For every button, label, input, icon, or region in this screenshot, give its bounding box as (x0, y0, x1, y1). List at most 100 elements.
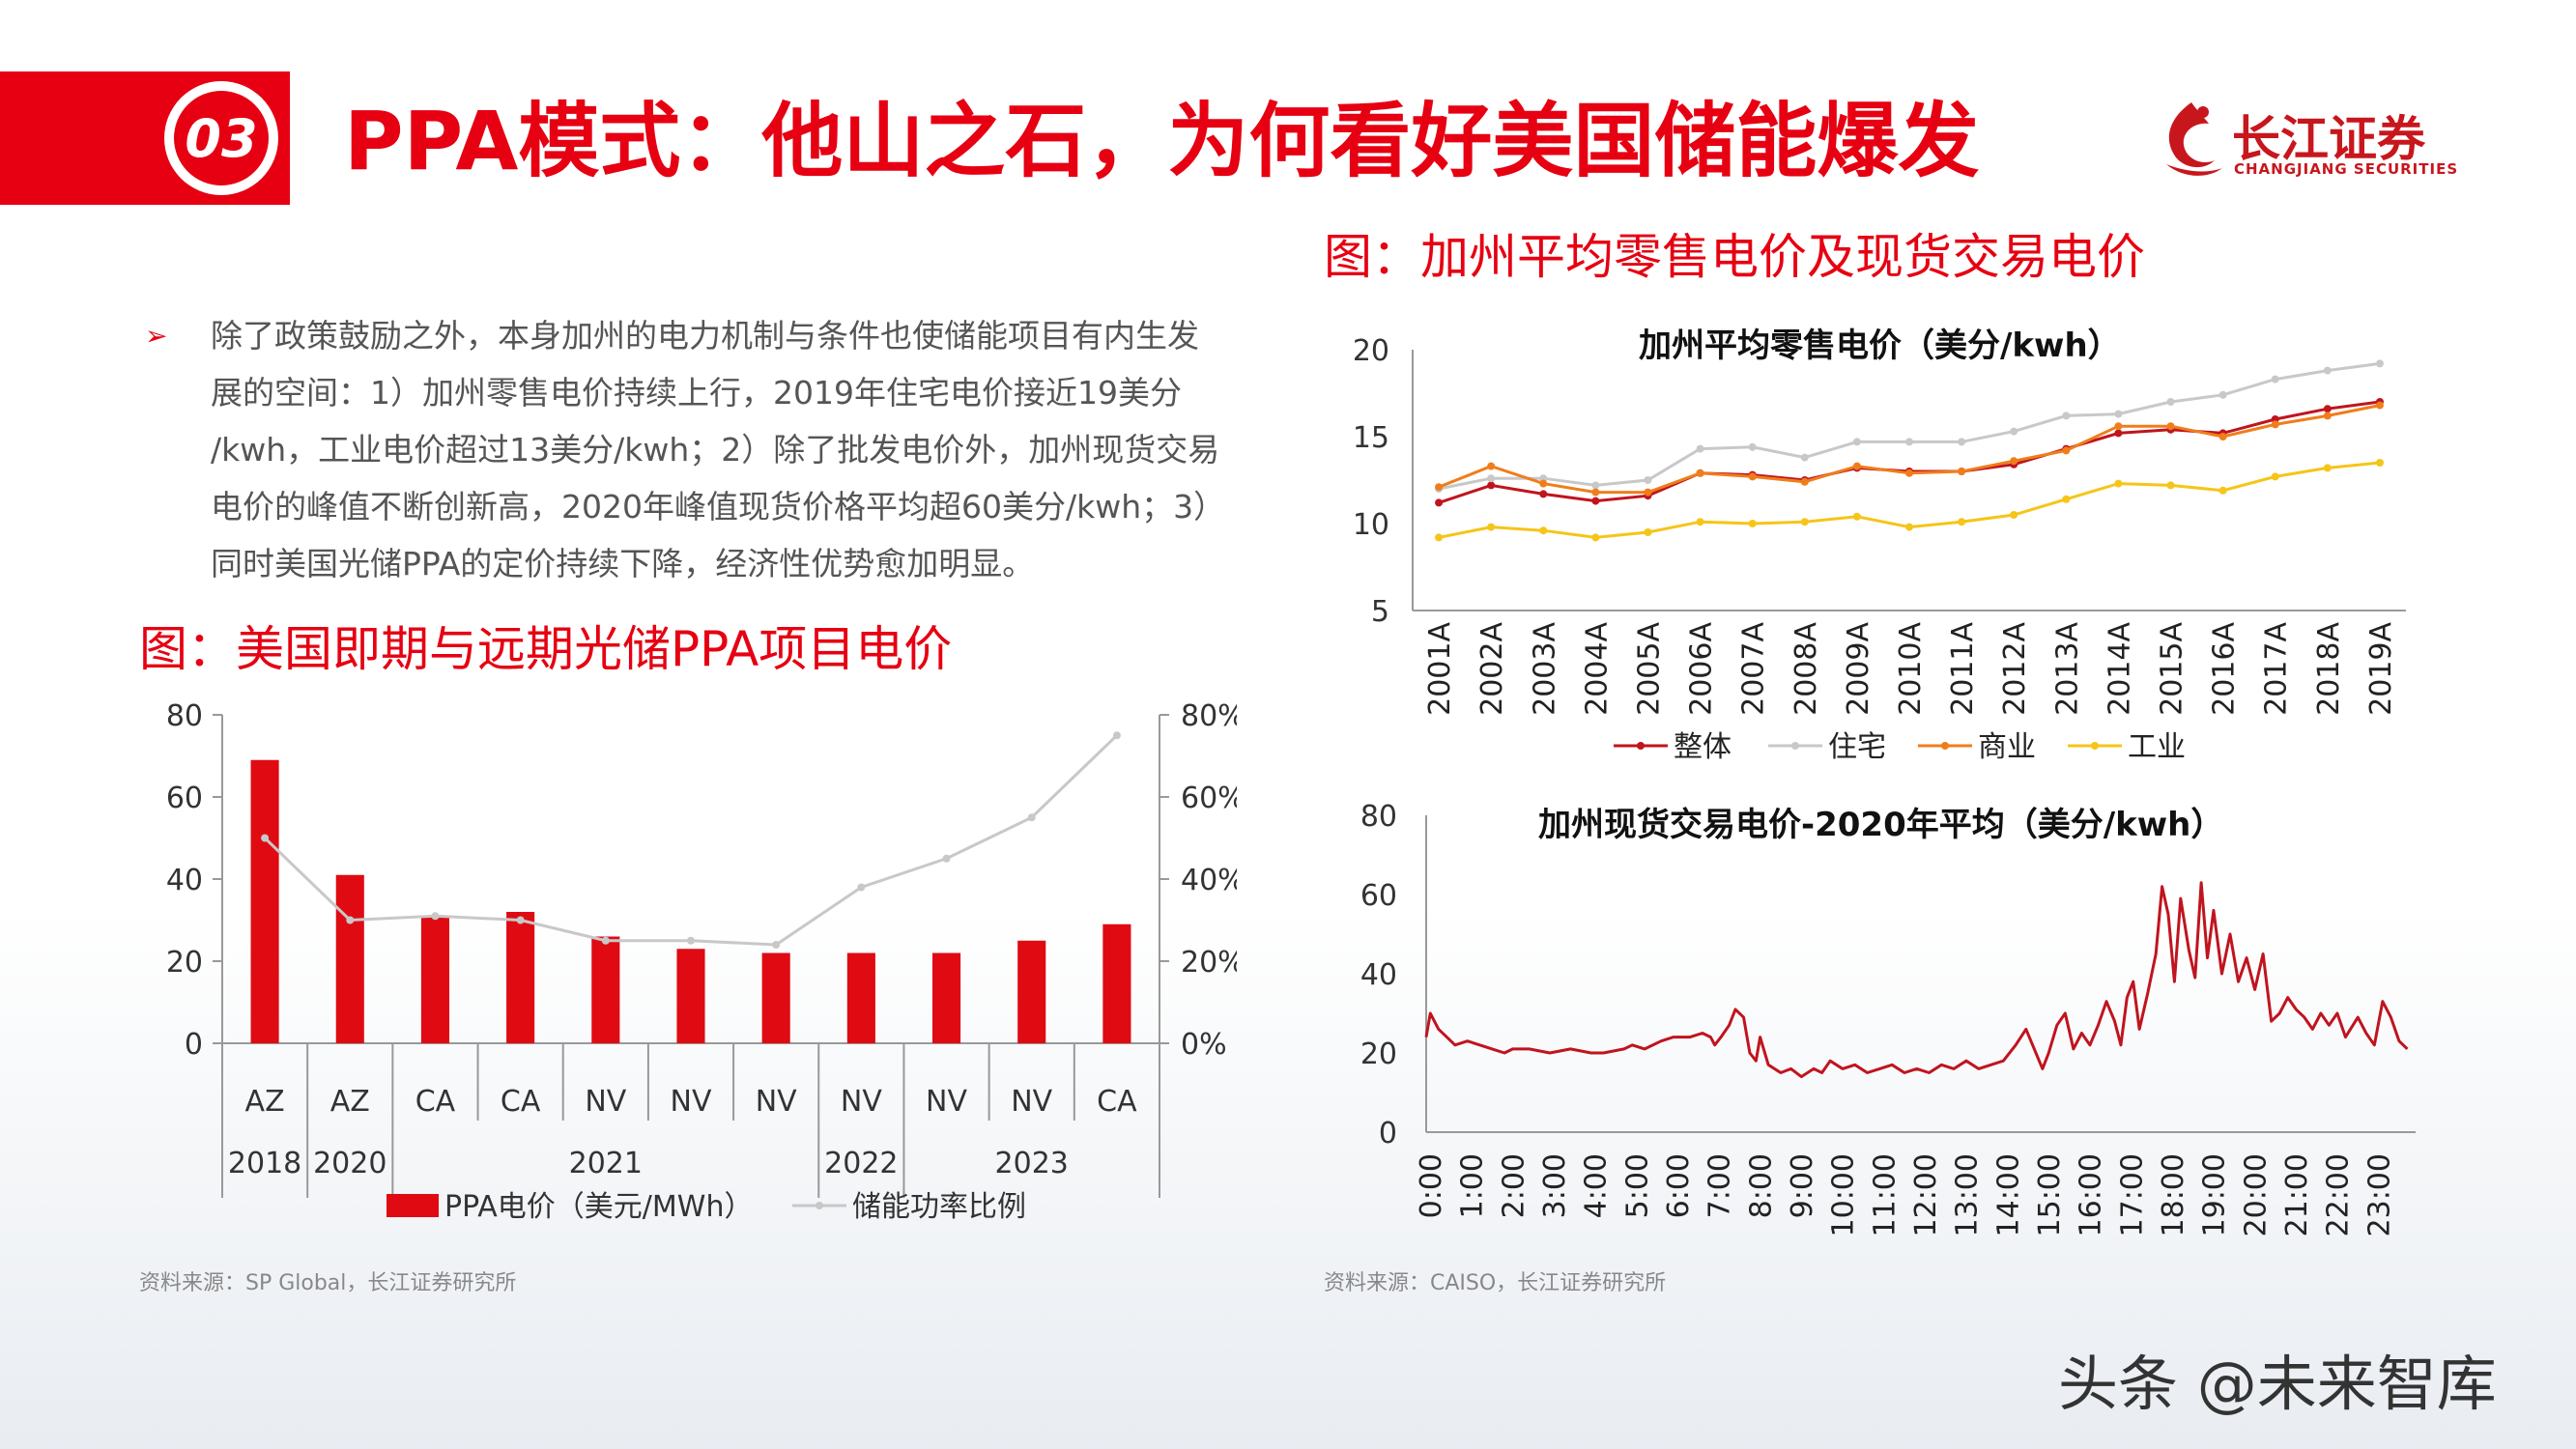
series-point (1852, 462, 1861, 470)
year-group-label: 2022 (824, 1147, 898, 1180)
series-point (2323, 366, 2332, 375)
x-tick-label: 2002A (1475, 622, 1509, 716)
series-point (1800, 453, 1809, 462)
series-point (1958, 518, 1966, 526)
x-tick-label: AZ (245, 1085, 285, 1119)
y2-tick-label: 60% (1181, 781, 1237, 815)
legend-marker (1637, 742, 1645, 750)
bullet-line: 电价的峰值不断创新高，2020年峰值现货价格平均超60美分/kwh；3） (211, 488, 1226, 526)
series-point (1435, 533, 1444, 542)
y-tick-label: 20 (166, 946, 203, 980)
x-tick-label: 2004A (1580, 622, 1614, 716)
series-point (2062, 446, 2071, 455)
x-tick-label: CA (1097, 1085, 1137, 1119)
x-tick-label: 9:00 (1786, 1153, 1819, 1218)
series-point (1696, 518, 1704, 526)
bar (335, 874, 364, 1043)
x-tick-label: 18:00 (2157, 1153, 2190, 1236)
x-tick-label: 22:00 (2322, 1153, 2356, 1236)
series-point (2166, 481, 2175, 490)
legend-line-label: 储能功率比例 (852, 1190, 1026, 1224)
legend-bar-swatch (386, 1194, 439, 1217)
series-point (2062, 412, 2071, 420)
x-tick-label: 10:00 (1827, 1153, 1861, 1236)
series-point (1539, 526, 1548, 535)
x-tick-label: 11:00 (1868, 1153, 1902, 1236)
x-tick-label: 12:00 (1909, 1153, 1943, 1236)
bar (420, 916, 450, 1043)
x-tick-label: 7:00 (1703, 1153, 1737, 1218)
spot-price-chart: 0 20 40 60 80 0:00 1:00 2:00 3:00 4:00 5:00 6:00 7:0… (1360, 800, 2416, 1236)
series-point (2166, 398, 2175, 406)
y-tick-label: 5 (1371, 595, 1389, 629)
series-point (2375, 401, 2384, 410)
company-logo: 长江证券 CHANGJIANG SECURITIES (2153, 97, 2481, 184)
series-point (2114, 429, 2123, 438)
x-tick-label: 1:00 (1456, 1153, 1490, 1218)
y-tick-label: 60 (166, 781, 203, 815)
y-tick-label: 10 (1353, 508, 1389, 542)
bar (1017, 940, 1046, 1043)
series-point (2218, 486, 2227, 495)
ratio-point (261, 834, 270, 842)
ratio-point (346, 916, 355, 924)
x-tick-label: 13:00 (1951, 1153, 1985, 1236)
series-point (1591, 488, 1600, 497)
x-tick-label: NV (756, 1085, 797, 1119)
legend-line-marker (816, 1202, 823, 1209)
ratio-point (942, 854, 951, 863)
series-point (2010, 457, 2018, 466)
ratio-point (687, 936, 695, 945)
x-tick-label: 2005A (1632, 622, 1666, 716)
x-tick-label: 4:00 (1580, 1153, 1614, 1218)
figure-left-caption: 图：美国即期与远期光储PPA项目电价 (139, 621, 953, 677)
series-point (1800, 477, 1809, 486)
x-tick-label: AZ (330, 1085, 370, 1119)
series-point (1435, 483, 1444, 492)
series-point (2323, 405, 2332, 413)
y-tick-label: 0 (185, 1028, 203, 1062)
x-tick-label: NV (585, 1085, 626, 1119)
series-point (2062, 495, 2071, 503)
series-point (1644, 476, 1652, 484)
x-tick-label: 3:00 (1538, 1153, 1572, 1218)
series-point (1539, 490, 1548, 498)
ppa-price-chart: 0 20 40 60 80 0% 20% 40% 60% 80% AZ AZ CA CA NV NV NV NV N… (166, 699, 1237, 1224)
bar (250, 759, 279, 1043)
x-tick-label: 2019A (2364, 622, 2398, 716)
x-tick-label: 8:00 (1744, 1153, 1778, 1218)
series-point (2218, 433, 2227, 440)
series-point (1487, 474, 1496, 483)
series-point (2114, 479, 2123, 488)
year-group-label: 2021 (569, 1147, 643, 1180)
y2-tick-label: 0% (1181, 1028, 1227, 1062)
x-tick-label: 2014A (2103, 622, 2136, 716)
bar (591, 936, 620, 1043)
bullet-line: 展的空间：1）加州零售电价持续上行，2019年住宅电价接近19美分 (211, 374, 1182, 412)
series-point (2218, 390, 2227, 399)
series-point (2271, 472, 2279, 481)
source-left: 资料来源：SP Global，长江证券研究所 (139, 1271, 517, 1295)
year-group-label: 2023 (995, 1147, 1069, 1180)
x-tick-label: CA (501, 1085, 541, 1119)
section-number: 03 (174, 91, 269, 185)
series-point (1905, 523, 1913, 531)
x-tick-label: 2008A (1789, 622, 1823, 716)
bar (676, 949, 705, 1043)
bullet-line: 除了政策鼓励之外，本身加州的电力机制与条件也使储能项目有内生发 (211, 317, 1199, 355)
bar (1102, 923, 1131, 1043)
year-group-label: 2018 (228, 1147, 301, 1180)
x-tick-label: 2016A (2208, 622, 2242, 716)
y-tick-label: 60 (1360, 879, 1397, 913)
y-tick-label: 20 (1360, 1037, 1397, 1071)
x-tick-label: 5:00 (1620, 1153, 1654, 1218)
retail-price-chart: 5 10 15 20 2001A 2002A 2003A 2004A 2005A 2006A 200… (1353, 334, 2406, 764)
x-tick-label: 2001A (1423, 622, 1457, 716)
figure-right-caption: 图：加州平均零售电价及现货交易电价 (1324, 229, 2145, 285)
x-tick-label: 2011A (1946, 622, 1980, 716)
retail-chart-title: 加州平均零售电价（美分/kwh） (1639, 327, 2121, 365)
x-tick-label: 2015A (2156, 622, 2190, 716)
section-badge: 03 (164, 81, 278, 195)
series-point (1748, 520, 1757, 527)
ratio-line (264, 734, 1118, 947)
